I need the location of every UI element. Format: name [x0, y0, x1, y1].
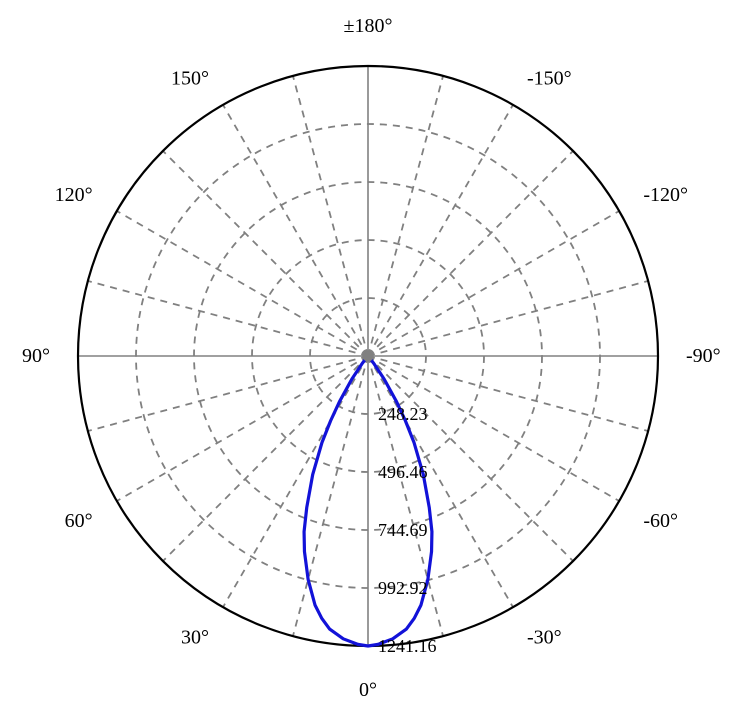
angle-label: 60° — [65, 510, 93, 532]
radial-label: 248.23 — [378, 404, 428, 424]
radial-label: 1241.16 — [378, 636, 437, 656]
angle-label: 90° — [22, 345, 50, 367]
angle-label: -30° — [527, 626, 562, 648]
polar-chart: 248.23 496.46 744.69 992.92 1241.16 ±180° -150… — [0, 0, 736, 713]
radial-label: 744.69 — [378, 520, 428, 540]
radial-label: 496.46 — [378, 462, 428, 482]
angle-label: -120° — [643, 184, 688, 206]
angle-label: 30° — [181, 626, 209, 648]
radial-label: 992.92 — [378, 578, 428, 598]
angle-label: -150° — [527, 68, 572, 90]
angle-label: 0° — [359, 679, 377, 701]
angle-label: -60° — [643, 510, 678, 532]
angle-label: 120° — [55, 184, 93, 206]
angle-label: ±180° — [344, 15, 393, 37]
angle-label: 150° — [171, 68, 209, 90]
polar-svg: 248.23 496.46 744.69 992.92 1241.16 ±180° -150… — [0, 0, 736, 713]
angle-label: -90° — [686, 345, 721, 367]
